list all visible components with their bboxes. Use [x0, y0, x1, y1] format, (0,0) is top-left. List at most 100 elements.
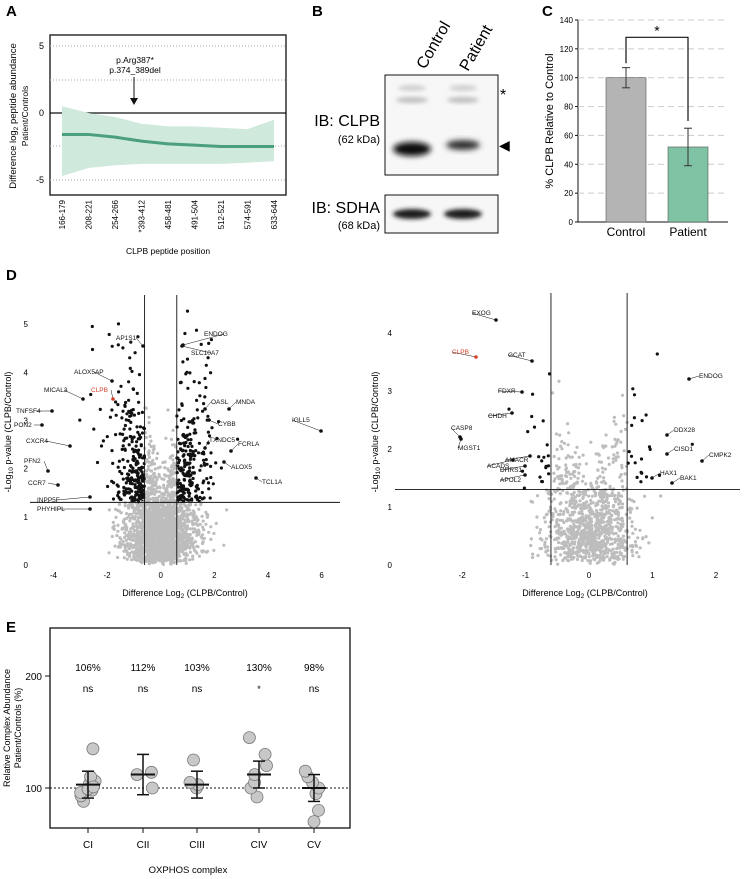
panel-d-left-point: [184, 372, 188, 376]
panel-d-right-point: [586, 541, 590, 545]
panel-d-left-point: [180, 533, 184, 537]
panel-d-left-point: [197, 530, 201, 534]
panel-d-right-point: [575, 445, 579, 449]
panel-d-left-point: [200, 514, 204, 518]
panel-d-right-point: [573, 503, 577, 507]
panel-d-right-point: [550, 518, 554, 522]
panel-d-left-point: [170, 522, 174, 526]
panel-d-gene-leader: [291, 419, 322, 432]
panel-d-right-point: [589, 501, 593, 505]
panel-d-left-point: [187, 494, 191, 498]
svg-text:Difference log2 peptide abunda: Difference log2 peptide abundance: [8, 43, 20, 189]
panel-d-left-point: [116, 523, 120, 527]
panel-d-gene-leader: [181, 345, 212, 354]
panel-d-left-point: [146, 467, 150, 471]
panel-d-left-point: [151, 451, 155, 455]
panel-d-gene-point: [180, 344, 184, 348]
panel-d-right-point: [578, 511, 582, 515]
panel-d-left-point: [138, 425, 142, 429]
panel-d-left-point: [184, 449, 188, 453]
panel-d-left-point: [192, 380, 196, 384]
panel-d-left-point: [158, 543, 162, 547]
panel-d-left-point: [133, 496, 137, 500]
panel-d-left-point: [132, 517, 136, 521]
panel-d-right-point: [589, 527, 593, 531]
panel-d-left-point: [125, 544, 129, 548]
panel-e-point: [145, 781, 159, 795]
panel-d-right-point: [556, 546, 560, 551]
panel-d-gene-leader: [504, 455, 531, 461]
panel-d-left-point: [179, 497, 183, 501]
panel-d-right-gene-amacr: AMACR: [505, 457, 529, 464]
panel-d-left-point: [202, 528, 206, 532]
panel-d-right-point: [606, 551, 610, 555]
panel-d-right-point: [553, 525, 557, 529]
panel-d-right-point: [566, 510, 570, 514]
panel-d-right-point: [615, 550, 619, 555]
panel-d-left-point: [217, 420, 221, 424]
panel-d-left-point: [119, 537, 123, 541]
panel-d-gene-point: [203, 407, 207, 411]
panel-d-right-point: [562, 557, 566, 561]
panel-d-left-point: [205, 549, 210, 553]
panel-d-left-point: [134, 444, 138, 448]
panel-d-left-point: [144, 559, 148, 563]
panel-d-right-point: [621, 534, 626, 538]
panel-d-right-point: [638, 546, 642, 550]
panel-d-right-point: [569, 553, 573, 558]
panel-d-right-point: [546, 545, 550, 549]
panel-d-left-point: [182, 478, 187, 482]
panel-d-right-point: [614, 524, 618, 529]
panel-d-left-point: [202, 479, 206, 483]
panel-d-right-point: [627, 535, 631, 539]
panel-d-left-point: [199, 342, 203, 346]
panel-d-left-point: [147, 487, 151, 491]
panel-d-left-point: [151, 487, 155, 491]
panel-c-ytick: 60: [564, 131, 573, 140]
panel-d-left-point: [209, 451, 213, 455]
panel-d-left-point: [194, 449, 198, 453]
panel-d-left-gene-clpb: CLPB: [91, 387, 108, 394]
panel-d-left-point: [194, 522, 198, 526]
panel-d-right-point: [583, 537, 588, 541]
panel-d-left-point: [179, 418, 183, 423]
panel-d-right-point: [599, 489, 603, 493]
panel-d-left-xtick: -2: [103, 571, 111, 580]
panel-d-left-point: [119, 384, 123, 388]
panel-d-right-point: [580, 479, 585, 483]
panel-e-ylabel-line1: Relative Complex Abundance: [2, 669, 12, 787]
panel-d-left-point: [181, 432, 186, 437]
panel-d-gene-point: [665, 433, 669, 437]
panel-d-gene-leader: [471, 312, 497, 321]
panel-d-right-point: [618, 506, 622, 510]
panel-d-right-point: [577, 455, 581, 459]
panel-d-gene-leader: [486, 459, 514, 467]
panel-d-left-point: [136, 486, 141, 490]
panel-d-left-point: [202, 496, 206, 500]
panel-d-left-point: [123, 404, 127, 408]
panel-d-left-gene-cybb: CYBB: [218, 421, 236, 428]
panel-d-left-point: [184, 544, 188, 548]
panel-d-left-point: [116, 555, 120, 560]
panel-d-right-point: [611, 547, 615, 551]
panel-d-left-point: [188, 441, 192, 446]
panel-d-left-point: [190, 498, 194, 502]
panel-d-right-point: [627, 507, 631, 511]
panel-d-left-point: [151, 472, 155, 476]
panel-d-left-point: [138, 435, 142, 439]
panel-d-left-point: [202, 549, 206, 553]
panel-d-right-point: [544, 466, 548, 470]
panel-d-right-point: [572, 490, 576, 494]
panel-d-right-point: [558, 492, 562, 496]
panel-d-left-point: [135, 440, 139, 444]
panel-d-left-point: [151, 534, 155, 538]
panel-d-left-point: [184, 530, 188, 534]
panel-a-ytick: -5: [36, 175, 44, 185]
panel-d-right-point: [542, 455, 546, 459]
panel-d-left-point: [188, 432, 192, 436]
panel-d-left-point: [140, 538, 145, 542]
panel-d-right-point: [547, 372, 552, 376]
panel-d-left-point: [121, 540, 125, 544]
panel-d-right-point: [584, 519, 588, 523]
panel-d-left-point: [155, 557, 159, 562]
